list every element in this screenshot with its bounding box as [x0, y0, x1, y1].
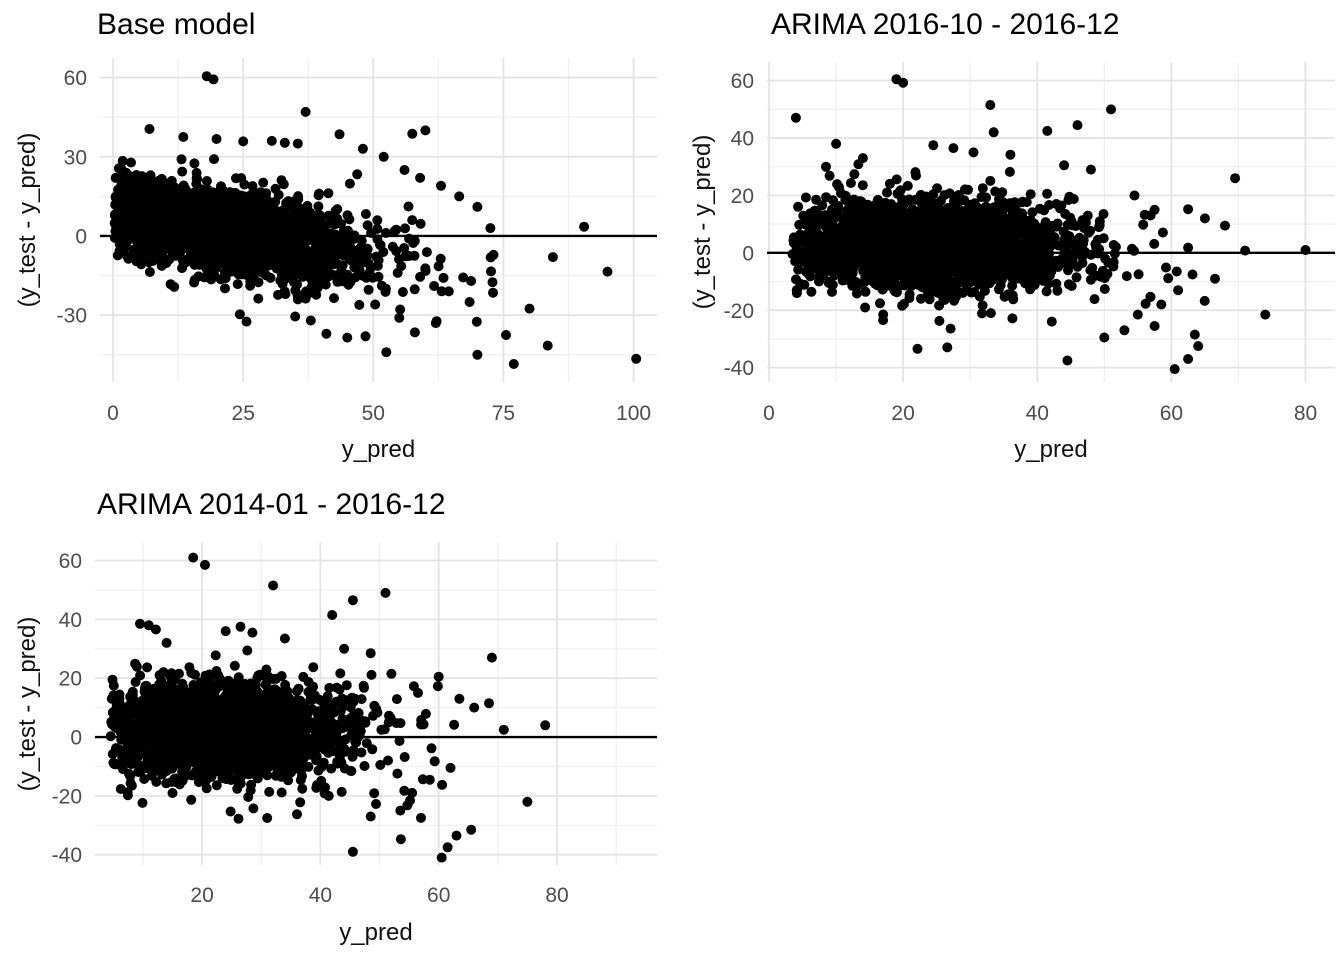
svg-text:75: 75 [492, 402, 515, 425]
svg-text:30: 30 [64, 146, 87, 169]
x-axis-title: y_pred [1014, 436, 1088, 463]
svg-text:100: 100 [616, 402, 651, 425]
scatter-points [105, 552, 551, 863]
plot-arima-2014-01: 20 40 60 80 -40 -20 0 20 40 60 ARIMA 2014-01 - 20… [0, 480, 672, 960]
y-axis-title: (y_test - y_pred) [689, 134, 716, 310]
plot-arima-2016-10: 0 20 40 60 80 -40 -20 0 20 40 60 ARIMA 2016-10 - 2… [672, 0, 1344, 480]
svg-text:20: 20 [891, 402, 914, 425]
svg-text:40: 40 [1026, 402, 1049, 425]
x-tick-labels: 0 25 50 75 100 [107, 402, 651, 425]
x-axis-title: y_pred [341, 436, 416, 463]
empty-quadrant [672, 480, 1344, 960]
svg-text:50: 50 [362, 402, 385, 425]
svg-text:0: 0 [742, 242, 754, 265]
svg-text:0: 0 [75, 226, 87, 249]
svg-text:0: 0 [107, 402, 119, 425]
x-axis-title: y_pred [339, 919, 413, 946]
svg-text:60: 60 [731, 70, 754, 93]
svg-text:0: 0 [763, 402, 775, 425]
svg-text:80: 80 [1294, 402, 1317, 425]
svg-text:-20: -20 [724, 300, 754, 323]
y-axis-title: (y_test - y_pred) [14, 132, 41, 308]
scatter-canvas-arima-2016-10: 0 20 40 60 80 -40 -20 0 20 40 60 [724, 62, 1335, 425]
svg-text:-40: -40 [724, 357, 754, 380]
y-tick-labels: -40 -20 0 20 40 60 [724, 70, 754, 380]
y-axis-title: (y_test - y_pred) [14, 616, 41, 791]
svg-text:-30: -30 [57, 305, 87, 328]
scatter-points [787, 74, 1311, 375]
plot-title: Base model [97, 8, 256, 41]
plot-title: ARIMA 2014-01 - 2016-12 [97, 488, 446, 521]
svg-text:60: 60 [64, 67, 87, 90]
svg-text:25: 25 [232, 402, 255, 425]
plot-base-model: 0 25 50 75 100 -30 0 30 60 Base model (y_test - … [0, 0, 672, 480]
svg-text:20: 20 [731, 185, 754, 208]
svg-text:40: 40 [731, 128, 754, 151]
y-tick-labels: -30 0 30 60 [57, 67, 87, 328]
x-tick-labels: 0 20 40 60 80 [763, 402, 1317, 425]
svg-text:60: 60 [1160, 402, 1183, 425]
x-tick-labels: 20 40 60 80 [190, 884, 568, 907]
scatter-points [109, 71, 642, 369]
plot-title: ARIMA 2016-10 - 2016-12 [771, 8, 1120, 41]
scatter-canvas-base-model: 0 25 50 75 100 -30 0 30 60 [57, 58, 657, 425]
